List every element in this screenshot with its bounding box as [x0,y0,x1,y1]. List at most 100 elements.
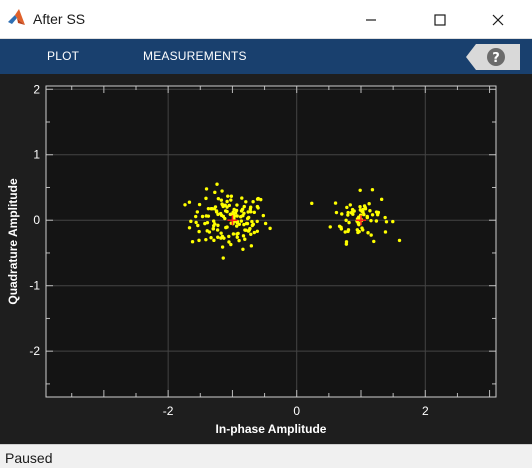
scatter-point [344,242,349,246]
scatter-point [246,229,251,233]
scatter-point [232,207,236,212]
scatter-point [256,197,261,201]
scatter-point [183,203,187,207]
scatter-point [251,200,255,204]
scatter-point [200,214,205,219]
status-bar: Paused [0,444,532,468]
scatter-point [391,219,395,224]
scatter-point [203,221,207,226]
scatter-point [204,214,208,218]
scatter-point [241,234,246,238]
scatter-point [255,219,259,224]
scatter-point [225,199,229,204]
scatter-point [212,224,216,228]
scatter-point [340,212,344,216]
scatter-point [244,200,248,204]
maximize-button[interactable] [417,0,463,39]
scatter-point [214,210,219,214]
constellation-chart[interactable]: -2 0 2 -2 -1 0 1 2 In-phase Amplitude Quadrature … [0,74,532,444]
scatter-point [261,213,266,218]
tab-measurements[interactable]: MEASUREMENTS [143,49,247,63]
y-tick-label: -2 [29,344,40,358]
scatter-point [246,210,250,214]
scatter-point [376,210,381,215]
scatter-point [246,215,251,220]
scatter-point [249,244,254,248]
scatter-point [334,210,339,215]
scatter-point [187,226,192,230]
scatter-point [248,226,252,231]
scatter-point [343,230,347,234]
scatter-point [347,220,351,225]
scatter-point [197,238,201,243]
scatter-point [242,211,246,215]
scatter-point [372,239,376,244]
scatter-point [333,201,338,205]
x-tick-label: 0 [293,404,300,418]
scatter-point [216,235,220,239]
scatter-point [383,215,387,220]
window-titlebar: After SS [0,0,532,39]
scatter-point [243,228,247,232]
y-tick-label: -1 [29,279,40,293]
y-tick-label: 2 [33,82,40,96]
scatter-point [190,240,195,244]
status-text: Paused [5,450,53,466]
scatter-point [358,188,362,193]
scatter-point [212,219,216,223]
scatter-point [223,203,227,207]
x-axis-label: In-phase Amplitude [216,422,327,436]
scatter-point [226,194,230,198]
scatter-point [358,205,362,209]
minimize-button[interactable] [348,0,394,39]
scatter-point [194,220,198,225]
scatter-point [215,228,220,232]
scatter-point [345,205,349,210]
scatter-point [219,198,224,202]
scatter-point [369,233,373,237]
tab-plot[interactable]: PLOT [47,49,80,63]
scatter-point [240,196,244,200]
help-button[interactable]: ? [466,44,520,70]
scatter-point [368,209,372,213]
scatter-point [356,215,361,219]
scatter-point [233,211,238,215]
scatter-point [337,224,342,228]
close-icon [492,14,504,26]
matlab-logo-icon [8,9,25,25]
scatter-point [204,196,208,201]
scatter-point [239,219,244,223]
scatter-point [194,214,198,219]
help-question-icon: ? [466,44,520,70]
y-tick-label: 0 [33,213,40,227]
scatter-point [205,220,210,225]
plot-area: -2 0 2 -2 -1 0 1 2 In-phase Amplitude Quadrature … [0,74,532,444]
scatter-point [218,211,223,216]
scatter-point [255,204,260,209]
scatter-point [365,215,370,220]
scatter-point [235,220,239,225]
scatter-point [216,223,220,228]
scatter-point [220,189,224,193]
scatter-point [383,230,388,234]
close-button[interactable] [475,0,521,39]
scatter-point [189,219,193,224]
scatter-point [252,230,257,235]
scatter-point [220,245,225,249]
scatter-point [227,234,231,239]
scatter-point [243,237,247,241]
scatter-point [252,210,256,215]
scatter-point [250,219,254,224]
scatter-point [349,211,354,215]
scatter-point [248,207,253,211]
scatter-point [197,202,202,207]
scatter-point [216,196,221,201]
scatter-point [225,225,229,229]
scatter-point [367,202,371,206]
scatter-point [339,227,344,231]
toolstrip: PLOT MEASUREMENTS [0,39,532,74]
scatter-point [215,182,219,186]
scatter-point [242,222,246,227]
scatter-point [235,235,239,239]
scatter-point [219,231,223,235]
